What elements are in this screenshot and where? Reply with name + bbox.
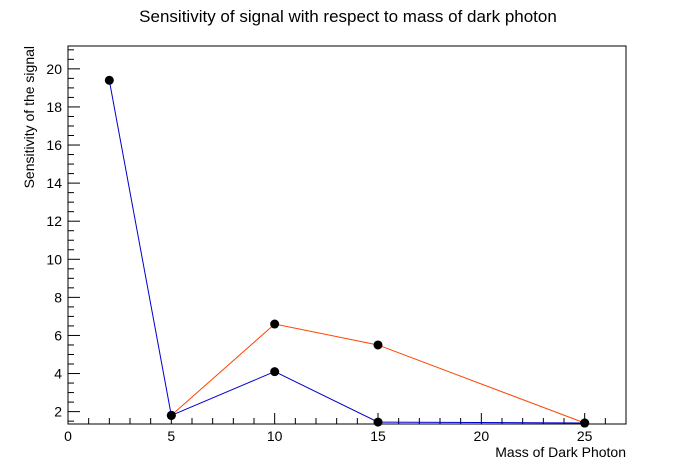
x-tick-label: 15: [370, 428, 386, 444]
y-tick-label: 8: [54, 289, 62, 305]
x-tick-label: 25: [577, 428, 593, 444]
series-0-point: [580, 418, 590, 428]
y-tick-label: 10: [46, 251, 62, 267]
y-tick-label: 16: [46, 137, 62, 153]
plot-frame: [67, 45, 627, 425]
series-1-point: [270, 319, 280, 329]
y-tick-label: 14: [46, 175, 62, 191]
series-0-line: [108, 80, 585, 424]
series-1-line: [170, 323, 585, 424]
y-tick-label: 6: [54, 327, 62, 343]
y-tick-label: 4: [54, 366, 62, 382]
y-tick-label: 2: [54, 404, 62, 420]
series-0-point: [270, 367, 280, 377]
x-tick-label: 5: [167, 428, 175, 444]
y-axis-label: Sensitivity of the signal: [21, 46, 37, 188]
series-0-point: [104, 75, 114, 85]
x-tick-label: 0: [64, 428, 72, 444]
y-tick-label: 12: [46, 213, 62, 229]
series-0-point: [373, 417, 383, 427]
x-tick-label: 20: [474, 428, 490, 444]
series-0-point: [166, 410, 176, 420]
y-tick-label: 20: [46, 61, 62, 77]
chart-title: Sensitivity of signal with respect to ma…: [139, 7, 557, 26]
x-axis-label: Mass of Dark Photon: [495, 444, 626, 460]
series-1-point: [373, 340, 383, 350]
x-tick-label: 10: [267, 428, 283, 444]
y-tick-label: 18: [46, 99, 62, 115]
